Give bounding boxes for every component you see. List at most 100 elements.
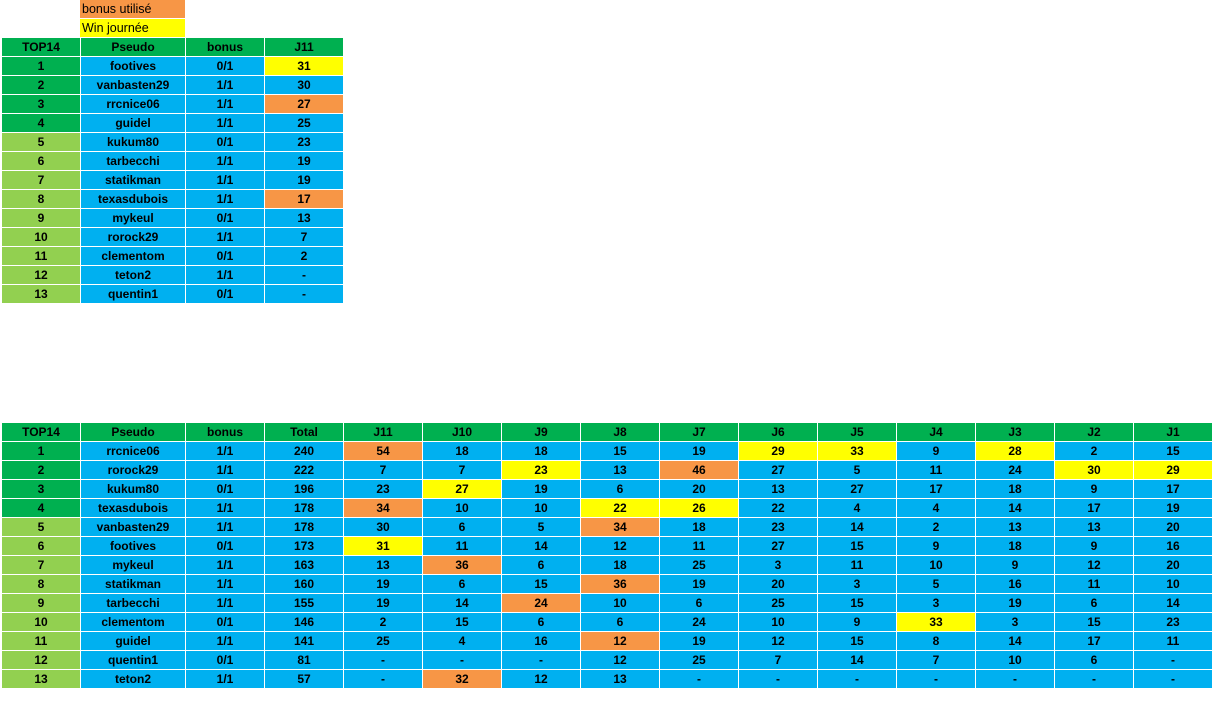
score-cell: 5 [896,574,976,594]
score-cell: 12 [501,669,581,689]
pseudo-cell: tarbecchi [80,151,186,171]
score-cell: 19 [659,574,739,594]
score-cell: 27 [738,460,818,480]
score-cell: 12 [1054,555,1134,575]
pseudo-cell: footives [80,536,186,556]
score-cell: 46 [659,460,739,480]
bonus-cell: 0/1 [185,650,265,670]
total-cell: 222 [264,460,344,480]
score-cell: 23 [501,460,581,480]
table-row: 1 footives 0/1 31 [1,56,344,76]
score-cell: 6 [659,593,739,613]
pseudo-cell: mykeul [80,555,186,575]
score-cell: 15 [422,612,502,632]
score-cell: 14 [501,536,581,556]
score-cell: 17 [896,479,976,499]
score-cell: 17 [1133,479,1213,499]
score-cell: 18 [422,441,502,461]
legend-win-day: Win journée [80,19,185,37]
score-cell: 9 [1054,479,1134,499]
score-cell: 18 [501,441,581,461]
score-cell: 20 [659,479,739,499]
score-cell: 15 [1054,612,1134,632]
score-cell: 16 [975,574,1055,594]
bonus-cell: 1/1 [185,113,265,133]
score-cell: 4 [422,631,502,651]
column-header: TOP14 [1,37,81,57]
bonus-cell: 1/1 [185,555,265,575]
score-cell: 13 [580,669,660,689]
rank-cell: 8 [1,574,81,594]
bonus-cell: 0/1 [185,132,265,152]
score-cell: 30 [264,75,344,95]
score-cell: - [659,669,739,689]
pseudo-cell: mykeul [80,208,186,228]
total-cell: 57 [264,669,344,689]
rank-cell: 11 [1,246,81,266]
bonus-cell: 0/1 [185,612,265,632]
pseudo-cell: kukum80 [80,479,186,499]
score-cell: 23 [1133,612,1213,632]
score-cell: 4 [817,498,897,518]
column-header: J4 [896,422,976,442]
score-cell: 23 [343,479,423,499]
score-cell: 9 [975,555,1055,575]
column-header: J2 [1054,422,1134,442]
pseudo-cell: vanbasten29 [80,75,186,95]
table-row: 3 rrcnice06 1/1 27 [1,94,344,114]
rank-cell: 3 [1,479,81,499]
score-cell: 12 [580,631,660,651]
pseudo-cell: tarbecchi [80,593,186,613]
rank-cell: 1 [1,441,81,461]
score-cell: 6 [501,555,581,575]
score-cell: 33 [896,612,976,632]
total-cell: 141 [264,631,344,651]
table-row: 6 tarbecchi 1/1 19 [1,151,344,171]
bonus-cell: 1/1 [185,669,265,689]
bonus-cell: 1/1 [185,441,265,461]
rank-cell: 5 [1,132,81,152]
score-cell: 7 [738,650,818,670]
total-cell: 178 [264,517,344,537]
pseudo-cell: statikman [80,574,186,594]
pseudo-cell: clementom [80,612,186,632]
header-row: TOP14 Pseudo bonus Total J11 J10 J9 J8 J7 J6 J5 J4 J… [1,422,1213,442]
score-cell: - [1054,669,1134,689]
score-cell: 20 [738,574,818,594]
rank-cell: 13 [1,284,81,304]
score-cell: - [896,669,976,689]
score-cell: - [817,669,897,689]
score-cell: 8 [896,631,976,651]
score-cell: 31 [264,56,344,76]
score-cell: 14 [975,631,1055,651]
pseudo-cell: rorock29 [80,460,186,480]
score-cell: 11 [422,536,502,556]
table-row: 5 kukum80 0/1 23 [1,132,344,152]
overall-ranking-table: TOP14 Pseudo bonus Total J11 J10 J9 J8 J7 J6 J5 J4 J… [1,422,1213,689]
pseudo-cell: rorock29 [80,227,186,247]
pseudo-cell: quentin1 [80,284,186,304]
score-cell: 17 [264,189,344,209]
score-cell: 19 [264,151,344,171]
score-cell: 6 [1054,650,1134,670]
score-cell: 16 [501,631,581,651]
score-cell: 34 [580,517,660,537]
table-row: 6 footives 0/1 173 31 11 14 12 11 27 15 9 18 9 16 [1,536,1213,556]
score-cell: 6 [422,574,502,594]
table-row: 11 clementom 0/1 2 [1,246,344,266]
score-cell: 25 [343,631,423,651]
table-body: 1 rrcnice06 1/1 240 54 18 18 15 19 29 33 9 28 2 15 2 ror… [1,441,1213,689]
rank-cell: 10 [1,612,81,632]
score-cell: 3 [817,574,897,594]
score-cell: 18 [659,517,739,537]
score-cell: 12 [580,650,660,670]
score-cell: - [343,669,423,689]
score-cell: 11 [1054,574,1134,594]
score-cell: 7 [343,460,423,480]
bonus-cell: 0/1 [185,56,265,76]
score-cell: 19 [501,479,581,499]
score-cell: 2 [896,517,976,537]
column-header: J11 [343,422,423,442]
day-ranking-table: TOP14 Pseudo bonus J11 1 footives 0/1 31 2 vanba… [1,37,344,304]
rank-cell: 4 [1,498,81,518]
